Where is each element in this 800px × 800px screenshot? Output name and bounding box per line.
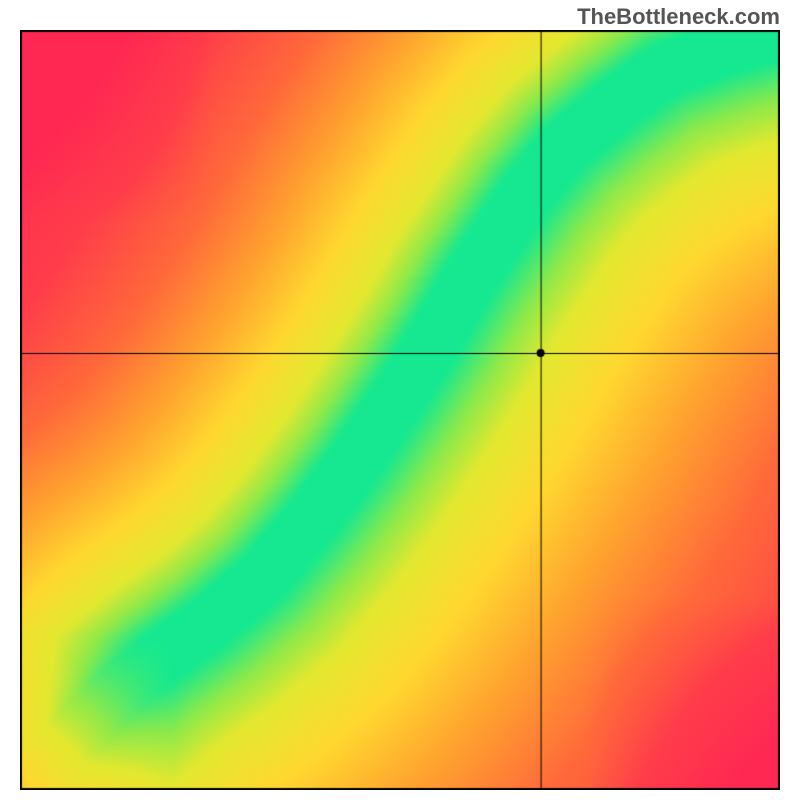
bottleneck-heatmap [20, 30, 780, 790]
watermark-text: TheBottleneck.com [577, 4, 780, 30]
chart-container: TheBottleneck.com [0, 0, 800, 800]
